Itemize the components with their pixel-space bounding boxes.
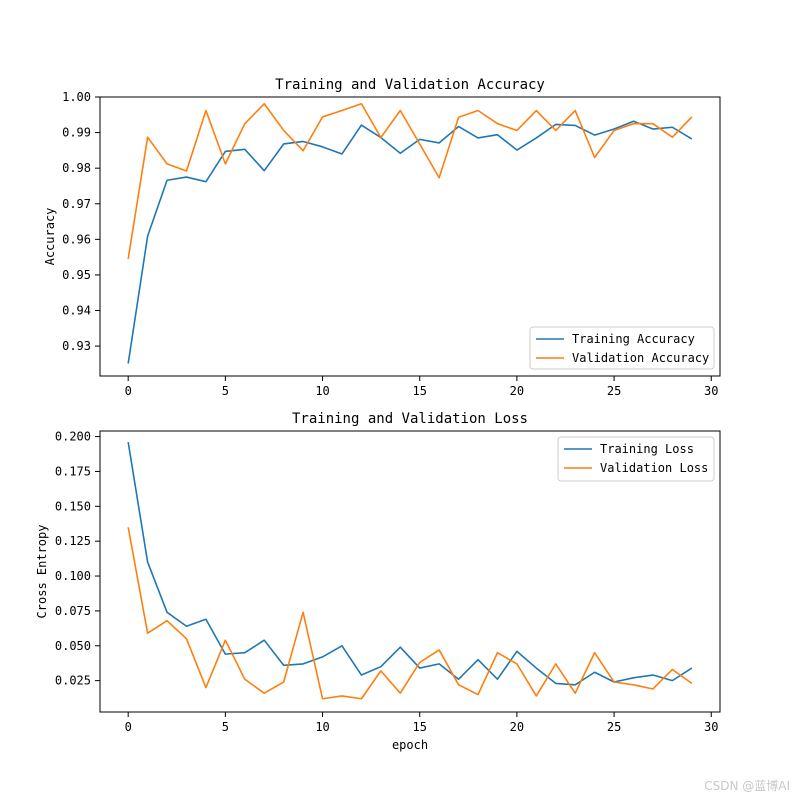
x-tick-label: 25	[607, 384, 621, 398]
watermark: CSDN @蓝博AI	[704, 779, 790, 793]
y-tick-label: 0.150	[55, 499, 91, 513]
chart-title: Training and Validation Loss	[292, 411, 528, 427]
chart-panel-2: Training and Validation Loss 0 5 10 15 20 25 30…	[35, 411, 721, 752]
y-tick-label: 0.125	[55, 534, 91, 548]
y-axis-label: Cross Entropy	[35, 525, 49, 619]
x-tick-label: 20	[510, 720, 524, 734]
y-tick-label: 0.94	[62, 304, 91, 318]
y-tick-label: 0.025	[55, 674, 91, 688]
legend-label: Validation Loss	[600, 461, 708, 475]
x-tick-label: 20	[510, 384, 524, 398]
legend-box	[529, 326, 715, 370]
x-tick-label: 15	[412, 720, 426, 734]
y-tick-label: 0.99	[62, 126, 91, 140]
x-tick-label: 10	[315, 384, 329, 398]
legend-label: Validation Accuracy	[572, 351, 709, 365]
x-tick-label: 0	[125, 720, 132, 734]
y-tick-label: 0.96	[62, 232, 91, 246]
x-axis-label: epoch	[392, 738, 428, 752]
y-axis-label: Accuracy	[43, 208, 57, 266]
legend: Training Loss Validation Loss	[557, 436, 715, 482]
x-tick-label: 25	[607, 720, 621, 734]
y-tick-label: 0.93	[62, 339, 91, 353]
x-tick-label: 30	[704, 384, 718, 398]
y-tick-label: 0.98	[62, 161, 91, 175]
x-tick-label: 5	[222, 384, 229, 398]
legend: Training Accuracy Validation Accuracy	[529, 326, 715, 370]
legend-label: Training Loss	[600, 442, 694, 456]
y-tick-label: 0.175	[55, 464, 91, 478]
x-tick-label: 30	[704, 720, 718, 734]
chart-panel-1: Training and Validation Accuracy 0 5 10 15 20…	[43, 77, 721, 398]
y-tick-label: 0.075	[55, 604, 91, 618]
y-tick-label: 0.050	[55, 639, 91, 653]
series-line-2	[127, 527, 693, 700]
series-line-2	[127, 102, 693, 260]
x-tick-label: 0	[125, 384, 132, 398]
y-tick-label: 0.97	[62, 197, 91, 211]
x-tick-label: 15	[412, 384, 426, 398]
plot-frame	[99, 96, 721, 377]
plot-frame	[99, 430, 721, 713]
y-tick-label: 1.00	[62, 90, 91, 104]
legend-box	[557, 436, 715, 482]
chart-title: Training and Validation Accuracy	[275, 77, 545, 93]
y-tick-label: 0.200	[55, 430, 91, 444]
legend-label: Training Accuracy	[572, 332, 695, 346]
y-tick-label: 0.95	[62, 268, 91, 282]
x-tick-label: 5	[222, 720, 229, 734]
x-tick-label: 10	[315, 720, 329, 734]
y-tick-label: 0.100	[55, 569, 91, 583]
